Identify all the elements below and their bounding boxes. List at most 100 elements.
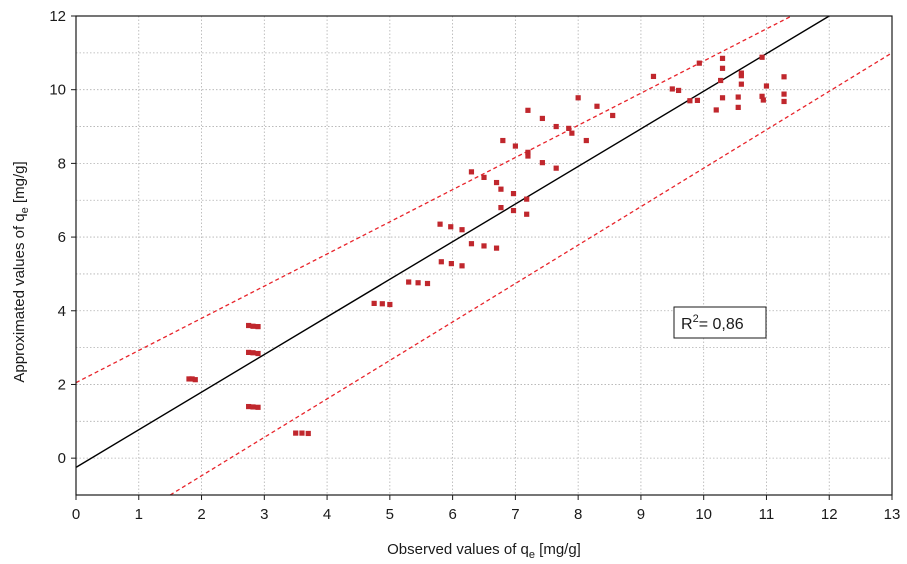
data-point <box>250 350 256 356</box>
data-point <box>594 103 600 109</box>
data-point <box>481 243 487 249</box>
data-point <box>498 205 504 211</box>
data-point <box>437 221 443 227</box>
data-point <box>512 143 518 149</box>
x-tick-label: 0 <box>72 506 80 523</box>
y-tick-label: 10 <box>49 82 66 99</box>
data-point <box>738 81 744 87</box>
data-point <box>524 211 530 217</box>
y-tick-label: 0 <box>58 450 66 467</box>
data-point <box>255 324 261 330</box>
r-squared-text: R2= 0,86 <box>681 313 744 333</box>
data-point <box>186 376 192 382</box>
data-point <box>760 97 766 103</box>
lower-prediction-band <box>169 52 893 496</box>
data-point <box>379 301 385 307</box>
data-point <box>696 60 702 66</box>
data-point <box>246 349 252 356</box>
data-point <box>610 112 616 119</box>
data-point <box>246 403 252 410</box>
y-axis-ticks: 0 2 4 6 8 10 12 <box>49 8 76 467</box>
data-point <box>525 107 531 113</box>
data-point <box>763 83 770 89</box>
x-tick-label: 9 <box>637 506 645 523</box>
data-point <box>569 130 575 136</box>
data-point <box>415 280 421 286</box>
data-point <box>448 261 454 267</box>
data-point <box>735 94 741 100</box>
x-tick-label: 3 <box>260 506 268 523</box>
data-point <box>566 125 572 131</box>
x-tick-label: 2 <box>197 506 205 523</box>
data-point <box>553 123 559 130</box>
data-point <box>448 224 454 230</box>
data-point <box>493 179 500 186</box>
x-axis-label: Observed values of qe [mg/g] <box>387 541 581 561</box>
confidence-bands <box>75 15 893 496</box>
data-point <box>387 301 393 308</box>
data-point <box>694 97 701 103</box>
data-points <box>186 54 787 437</box>
data-point <box>669 86 675 92</box>
data-point <box>738 73 744 79</box>
data-point <box>525 149 531 155</box>
grid-lines <box>75 15 893 496</box>
data-point <box>189 376 195 382</box>
data-point <box>250 323 256 329</box>
x-tick-label: 8 <box>574 506 582 523</box>
data-point <box>424 280 431 287</box>
y-axis-label: Approximated values of qe [mg/g] <box>11 161 31 382</box>
data-point <box>459 227 465 233</box>
data-point <box>481 174 487 180</box>
data-point <box>468 241 475 247</box>
plot-frame <box>75 15 893 496</box>
data-point <box>781 91 787 97</box>
x-tick-label: 6 <box>448 506 456 523</box>
x-tick-label: 10 <box>695 506 712 523</box>
y-tick-label: 6 <box>58 229 66 246</box>
data-point <box>524 196 530 202</box>
data-point <box>299 430 305 436</box>
data-point <box>246 322 252 329</box>
data-point <box>539 160 545 166</box>
data-point <box>406 279 412 285</box>
y-tick-label: 4 <box>58 303 66 320</box>
data-point <box>250 404 256 410</box>
data-point <box>525 153 531 159</box>
data-point <box>255 350 261 357</box>
x-tick-label: 1 <box>135 506 143 523</box>
data-point <box>575 95 581 101</box>
data-point <box>759 54 765 60</box>
data-point <box>459 263 465 269</box>
data-point <box>500 137 506 144</box>
data-point <box>719 95 726 101</box>
data-point <box>583 137 589 144</box>
data-point <box>718 77 724 84</box>
data-point <box>305 430 311 437</box>
y-tick-label: 12 <box>49 8 66 25</box>
data-point <box>510 190 517 197</box>
data-point <box>687 98 693 104</box>
data-point <box>735 104 741 110</box>
data-point <box>650 73 657 80</box>
x-tick-label: 4 <box>323 506 331 523</box>
data-point <box>781 98 787 105</box>
data-point <box>719 55 726 61</box>
x-tick-label: 7 <box>511 506 519 523</box>
data-point <box>713 107 719 113</box>
upper-prediction-band <box>75 15 792 384</box>
data-point <box>553 165 559 171</box>
x-axis-ticks: 0 1 2 3 4 5 6 7 8 9 10 11 12 13 <box>72 495 900 523</box>
y-tick-label: 2 <box>58 376 66 393</box>
r-squared-annotation: R2= 0,86 <box>673 306 767 339</box>
data-point <box>371 300 377 306</box>
data-point <box>719 65 726 71</box>
data-point <box>468 169 475 175</box>
y-tick-label: 8 <box>58 155 66 172</box>
data-point <box>510 207 517 214</box>
x-tick-label: 11 <box>759 506 775 523</box>
data-point <box>675 87 682 94</box>
data-point <box>293 430 299 436</box>
fit-line-group <box>75 15 830 468</box>
